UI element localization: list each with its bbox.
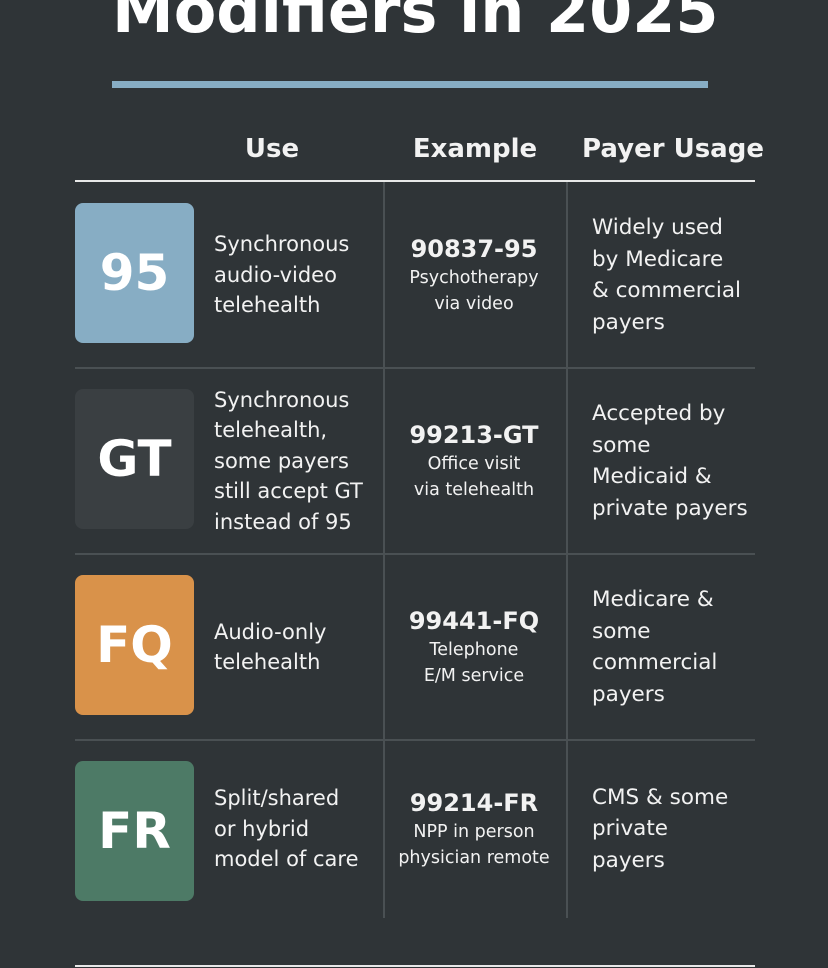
use-cell: Audio-only telehealth	[214, 554, 379, 740]
example-cell: 99213-GT Office visit via telehealth	[386, 368, 562, 554]
modifier-badge: FQ	[75, 575, 194, 715]
use-line: Split/shared	[214, 786, 340, 811]
use-line: Audio-only	[214, 619, 327, 644]
bottom-rule	[75, 965, 755, 967]
column-header: Payer Usage	[582, 134, 764, 164]
payer-cell: Accepted by some Medicaid & private payers	[592, 368, 762, 554]
payer-line: by Medicare	[592, 246, 724, 272]
use-cell: Synchronous audio-video telehealth	[214, 182, 379, 368]
payer-cell: Widely used by Medicare & commercial payers	[592, 182, 762, 368]
title: Modifiers in 2025	[112, 0, 719, 47]
column-header: Example	[412, 134, 538, 164]
example-code: 99214-FR	[409, 789, 539, 817]
payer-line: & commercial	[592, 278, 741, 303]
example-line: via video	[434, 294, 514, 314]
title-underline	[112, 81, 708, 88]
row-divider	[75, 367, 755, 369]
modifier-badge: 95	[75, 203, 194, 343]
payer-line: payers	[592, 847, 665, 873]
use-line: audio-video	[214, 262, 337, 287]
example-line: physician remote	[398, 848, 550, 868]
use-line: still accept GT	[214, 479, 363, 504]
payer-cell: CMS & some private payers	[592, 740, 762, 918]
example-cell: 99214-FR NPP in person physician remote	[386, 740, 562, 918]
payer-line: Widely used	[592, 215, 723, 240]
payer-cell: Medicare & some commercial payers	[592, 554, 762, 740]
example-line: NPP in person	[413, 822, 535, 842]
use-line: or hybrid	[214, 816, 310, 841]
payer-line: Medicare &	[592, 587, 714, 612]
example-cell: 99441-FQ Telephone E/M service	[386, 554, 562, 740]
use-cell: Synchronous telehealth, some payers still a…	[214, 368, 379, 554]
example-cell: 90837-95 Psychotherapy via video	[386, 182, 562, 368]
use-line: telehealth	[214, 650, 321, 674]
payer-line: private payers	[592, 495, 748, 521]
use-line: Synchronous	[214, 387, 350, 412]
example-code: 90837-95	[410, 235, 538, 263]
example-code: 99441-FQ	[408, 607, 540, 635]
example-line: E/M service	[423, 666, 525, 686]
payer-line: Accepted by	[592, 401, 726, 426]
example-line: via telehealth	[413, 480, 535, 500]
payer-line: some	[592, 618, 651, 644]
use-line: telehealth	[214, 293, 321, 318]
use-line: model of care	[214, 847, 359, 872]
modifier-badge: FR	[75, 761, 194, 901]
header-rule	[75, 180, 755, 182]
payer-line: payers	[592, 309, 665, 335]
column-divider	[566, 182, 568, 918]
use-line: some payers	[214, 448, 349, 473]
payer-line: private	[592, 816, 669, 842]
use-cell: Split/shared or hybrid model of care	[214, 740, 379, 918]
row-divider	[75, 553, 755, 555]
example-line: Psychotherapy	[409, 268, 539, 288]
payer-line: commercial	[592, 650, 718, 675]
modifier-badge: GT	[75, 389, 194, 529]
payer-line: CMS & some	[592, 784, 729, 810]
column-header: Use	[244, 134, 300, 164]
payer-line: payers	[592, 681, 665, 707]
use-line: Synchronous	[214, 232, 350, 257]
payer-line: some	[592, 432, 651, 458]
column-divider	[383, 182, 385, 918]
row-divider	[75, 739, 755, 741]
example-code: 99213-GT	[409, 421, 539, 449]
example-line: Office visit	[427, 454, 521, 474]
example-line: Telephone	[429, 640, 519, 660]
use-line: telehealth,	[214, 418, 328, 443]
payer-line: Medicaid &	[592, 464, 712, 489]
use-line: instead of 95	[214, 509, 352, 534]
